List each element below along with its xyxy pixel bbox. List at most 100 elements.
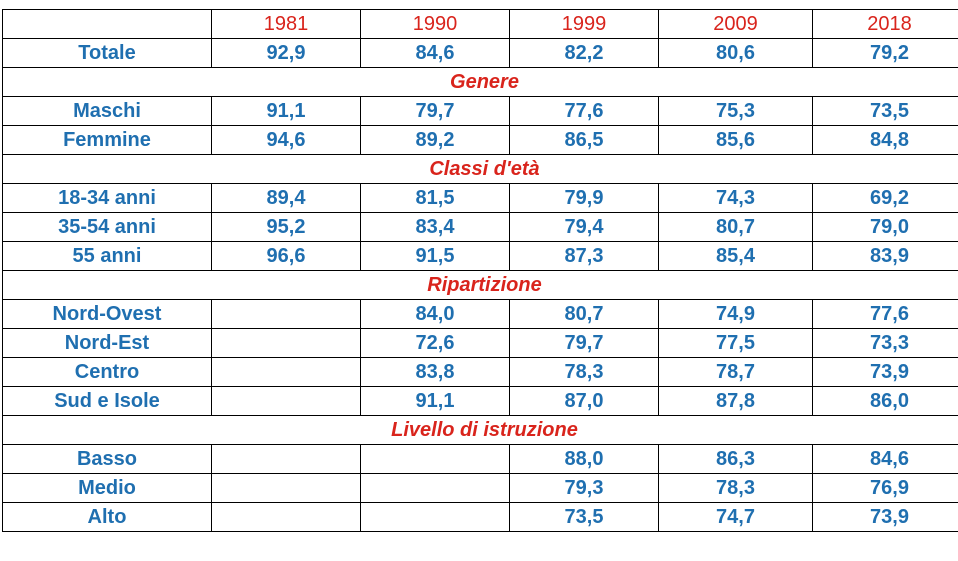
value-cell: 78,3 xyxy=(658,473,813,503)
table-row: Totale 92,9 84,6 82,2 80,6 79,2 xyxy=(2,38,958,68)
value-cell: 88,0 xyxy=(509,444,659,474)
row-label: Nord-Ovest xyxy=(2,299,212,329)
table-row: Centro 83,8 78,3 78,7 73,9 xyxy=(2,357,958,387)
table-row: Nord-Ovest 84,0 80,7 74,9 77,6 xyxy=(2,299,958,329)
value-cell: 79,7 xyxy=(360,96,510,126)
value-cell: 76,9 xyxy=(812,473,958,503)
section-row: Classi d'età xyxy=(2,154,958,184)
empty-cell xyxy=(211,473,361,503)
value-cell: 84,6 xyxy=(360,38,510,68)
value-cell: 85,4 xyxy=(658,241,813,271)
corner-cell xyxy=(2,9,212,39)
value-cell: 73,9 xyxy=(812,502,958,532)
section-heading: Livello di istruzione xyxy=(2,415,958,445)
value-cell: 69,2 xyxy=(812,183,958,213)
empty-cell xyxy=(211,328,361,358)
section-heading: Genere xyxy=(2,67,958,97)
value-cell: 87,3 xyxy=(509,241,659,271)
empty-cell xyxy=(211,299,361,329)
value-cell: 79,4 xyxy=(509,212,659,242)
value-cell: 86,0 xyxy=(812,386,958,416)
value-cell: 91,5 xyxy=(360,241,510,271)
row-label: Maschi xyxy=(2,96,212,126)
value-cell: 77,6 xyxy=(509,96,659,126)
value-cell: 79,3 xyxy=(509,473,659,503)
row-label: Sud e Isole xyxy=(2,386,212,416)
value-cell: 73,5 xyxy=(812,96,958,126)
value-cell: 87,8 xyxy=(658,386,813,416)
value-cell: 86,5 xyxy=(509,125,659,155)
section-row: Livello di istruzione xyxy=(2,415,958,445)
year-header: 1981 xyxy=(211,9,361,39)
year-header: 2018 xyxy=(812,9,958,39)
table-row: 18-34 anni 89,4 81,5 79,9 74,3 69,2 xyxy=(2,183,958,213)
value-cell: 83,8 xyxy=(360,357,510,387)
row-label: Basso xyxy=(2,444,212,474)
value-cell: 84,0 xyxy=(360,299,510,329)
year-header: 1990 xyxy=(360,9,510,39)
value-cell: 74,3 xyxy=(658,183,813,213)
value-cell: 96,6 xyxy=(211,241,361,271)
value-cell: 95,2 xyxy=(211,212,361,242)
value-cell: 89,2 xyxy=(360,125,510,155)
section-row: Ripartizione xyxy=(2,270,958,300)
table-row: Nord-Est 72,6 79,7 77,5 73,3 xyxy=(2,328,958,358)
value-cell: 74,7 xyxy=(658,502,813,532)
value-cell: 84,6 xyxy=(812,444,958,474)
row-label: 35-54 anni xyxy=(2,212,212,242)
value-cell: 85,6 xyxy=(658,125,813,155)
value-cell: 92,9 xyxy=(211,38,361,68)
value-cell: 79,7 xyxy=(509,328,659,358)
row-label: 18-34 anni xyxy=(2,183,212,213)
value-cell: 77,5 xyxy=(658,328,813,358)
year-header: 1999 xyxy=(509,9,659,39)
value-cell: 89,4 xyxy=(211,183,361,213)
value-cell: 73,3 xyxy=(812,328,958,358)
value-cell: 75,3 xyxy=(658,96,813,126)
data-table: 1981 1990 1999 2009 2018 Totale 92,9 84,6 82,2 8… xyxy=(2,9,958,532)
table-row: Maschi 91,1 79,7 77,6 75,3 73,5 xyxy=(2,96,958,126)
value-cell: 82,2 xyxy=(509,38,659,68)
table-row: Sud e Isole 91,1 87,0 87,8 86,0 xyxy=(2,386,958,416)
row-label: Femmine xyxy=(2,125,212,155)
value-cell: 73,5 xyxy=(509,502,659,532)
value-cell: 84,8 xyxy=(812,125,958,155)
table-row: Alto 73,5 74,7 73,9 xyxy=(2,502,958,532)
year-header: 2009 xyxy=(658,9,813,39)
row-label: Nord-Est xyxy=(2,328,212,358)
value-cell: 78,7 xyxy=(658,357,813,387)
value-cell: 78,3 xyxy=(509,357,659,387)
section-heading: Classi d'età xyxy=(2,154,958,184)
empty-cell xyxy=(211,386,361,416)
empty-cell xyxy=(211,444,361,474)
section-heading: Ripartizione xyxy=(2,270,958,300)
value-cell: 77,6 xyxy=(812,299,958,329)
empty-cell xyxy=(211,357,361,387)
row-label: Alto xyxy=(2,502,212,532)
row-label: Centro xyxy=(2,357,212,387)
value-cell: 91,1 xyxy=(360,386,510,416)
value-cell: 83,4 xyxy=(360,212,510,242)
table-row: Basso 88,0 86,3 84,6 xyxy=(2,444,958,474)
empty-cell xyxy=(360,502,510,532)
value-cell: 91,1 xyxy=(211,96,361,126)
value-cell: 94,6 xyxy=(211,125,361,155)
value-cell: 87,0 xyxy=(509,386,659,416)
value-cell: 74,9 xyxy=(658,299,813,329)
section-row: Genere xyxy=(2,67,958,97)
table-body: Totale 92,9 84,6 82,2 80,6 79,2 Genere Maschi 91… xyxy=(2,38,958,532)
value-cell: 79,9 xyxy=(509,183,659,213)
value-cell: 80,7 xyxy=(658,212,813,242)
header-row: 1981 1990 1999 2009 2018 xyxy=(2,9,958,39)
value-cell: 81,5 xyxy=(360,183,510,213)
row-label: 55 anni xyxy=(2,241,212,271)
row-label: Totale xyxy=(2,38,212,68)
value-cell: 79,0 xyxy=(812,212,958,242)
value-cell: 86,3 xyxy=(658,444,813,474)
value-cell: 80,6 xyxy=(658,38,813,68)
row-label: Medio xyxy=(2,473,212,503)
table-row: Femmine 94,6 89,2 86,5 85,6 84,8 xyxy=(2,125,958,155)
empty-cell xyxy=(211,502,361,532)
table-row: 35-54 anni 95,2 83,4 79,4 80,7 79,0 xyxy=(2,212,958,242)
value-cell: 73,9 xyxy=(812,357,958,387)
